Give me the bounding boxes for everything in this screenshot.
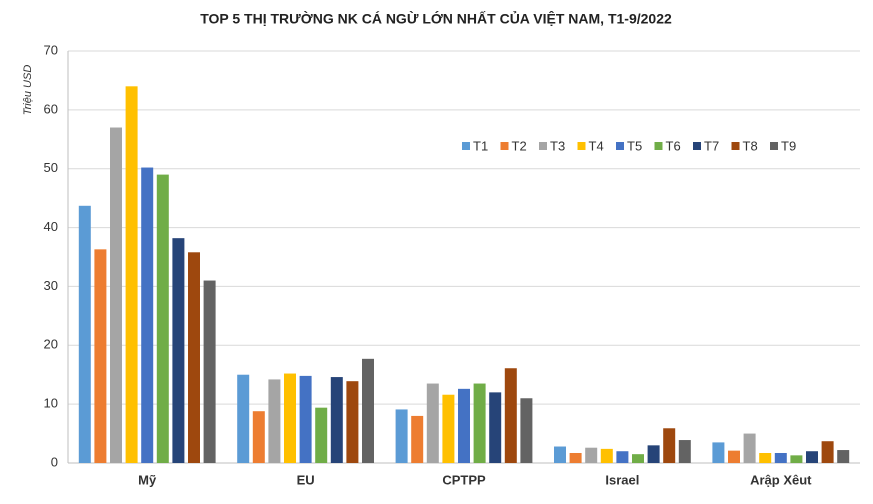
legend-label: T1 xyxy=(473,138,488,153)
bar xyxy=(284,373,296,463)
y-tick-label: 30 xyxy=(44,278,58,293)
y-tick-label: 0 xyxy=(51,454,58,469)
x-tick-label: CPTPP xyxy=(442,472,486,487)
bar xyxy=(520,398,533,463)
bar xyxy=(569,452,582,463)
bar xyxy=(442,394,455,463)
y-tick-label: 10 xyxy=(44,396,58,411)
bar xyxy=(743,433,756,463)
x-tick-label: Mỹ xyxy=(138,472,157,487)
legend-swatch xyxy=(462,142,470,150)
legend-label: T6 xyxy=(666,138,681,153)
y-tick-label: 70 xyxy=(44,42,58,57)
bar xyxy=(632,454,644,463)
bar xyxy=(315,407,328,463)
bar xyxy=(759,452,772,463)
bar xyxy=(663,428,676,463)
bar xyxy=(774,452,787,463)
y-tick-label: 60 xyxy=(44,101,58,116)
bar xyxy=(188,252,200,463)
bar xyxy=(647,445,660,463)
y-axis-label: Triệu USD xyxy=(22,65,34,116)
bar xyxy=(426,383,439,463)
legend-label: T8 xyxy=(743,138,758,153)
bar xyxy=(489,392,502,463)
bar xyxy=(821,441,834,463)
legend-swatch xyxy=(577,142,586,150)
x-tick-label: EU xyxy=(297,472,315,487)
bar xyxy=(728,450,740,463)
bar xyxy=(616,451,629,463)
bar xyxy=(268,379,281,463)
bar xyxy=(252,411,265,463)
bar xyxy=(458,388,470,463)
legend-swatch xyxy=(770,142,778,150)
bar xyxy=(94,249,107,463)
bar xyxy=(837,450,850,463)
bar xyxy=(346,381,359,463)
y-tick-label: 50 xyxy=(44,160,58,175)
bar xyxy=(237,374,250,463)
bar xyxy=(172,238,185,463)
legend-swatch xyxy=(500,142,509,150)
legend-label: T3 xyxy=(550,138,565,153)
bar xyxy=(806,451,818,463)
legend-label: T4 xyxy=(589,138,604,153)
x-tick-label: Arập Xêut xyxy=(750,472,812,487)
bar xyxy=(330,377,343,463)
legend-label: T2 xyxy=(512,138,527,153)
legend-label: T9 xyxy=(781,138,796,153)
y-tick-label: 20 xyxy=(44,337,58,352)
bar xyxy=(156,174,169,463)
bar xyxy=(411,415,424,463)
bar xyxy=(141,167,154,463)
bar xyxy=(585,447,598,463)
legend-label: T7 xyxy=(704,138,719,153)
bar xyxy=(203,280,216,463)
legend-swatch xyxy=(616,142,624,150)
legend-swatch xyxy=(654,142,663,150)
legend-label: T5 xyxy=(627,138,642,153)
chart-title: TOP 5 THỊ TRƯỜNG NK CÁ NGỪ LỚN NHẤT CỦA … xyxy=(200,10,672,27)
bar xyxy=(504,368,517,463)
bar xyxy=(299,375,312,463)
bar xyxy=(473,383,486,463)
legend-swatch xyxy=(731,142,740,150)
bar xyxy=(554,446,566,463)
y-tick-label: 40 xyxy=(44,219,58,234)
legend-swatch xyxy=(539,142,547,150)
x-tick-label: Israel xyxy=(605,472,639,487)
bar xyxy=(712,442,725,463)
bar xyxy=(395,409,408,463)
bar xyxy=(600,448,613,463)
bar xyxy=(125,86,138,464)
bar xyxy=(790,455,803,463)
legend-swatch xyxy=(693,142,701,150)
bar xyxy=(78,205,91,463)
bar xyxy=(678,440,691,463)
bar xyxy=(110,127,122,463)
bar xyxy=(362,358,374,463)
